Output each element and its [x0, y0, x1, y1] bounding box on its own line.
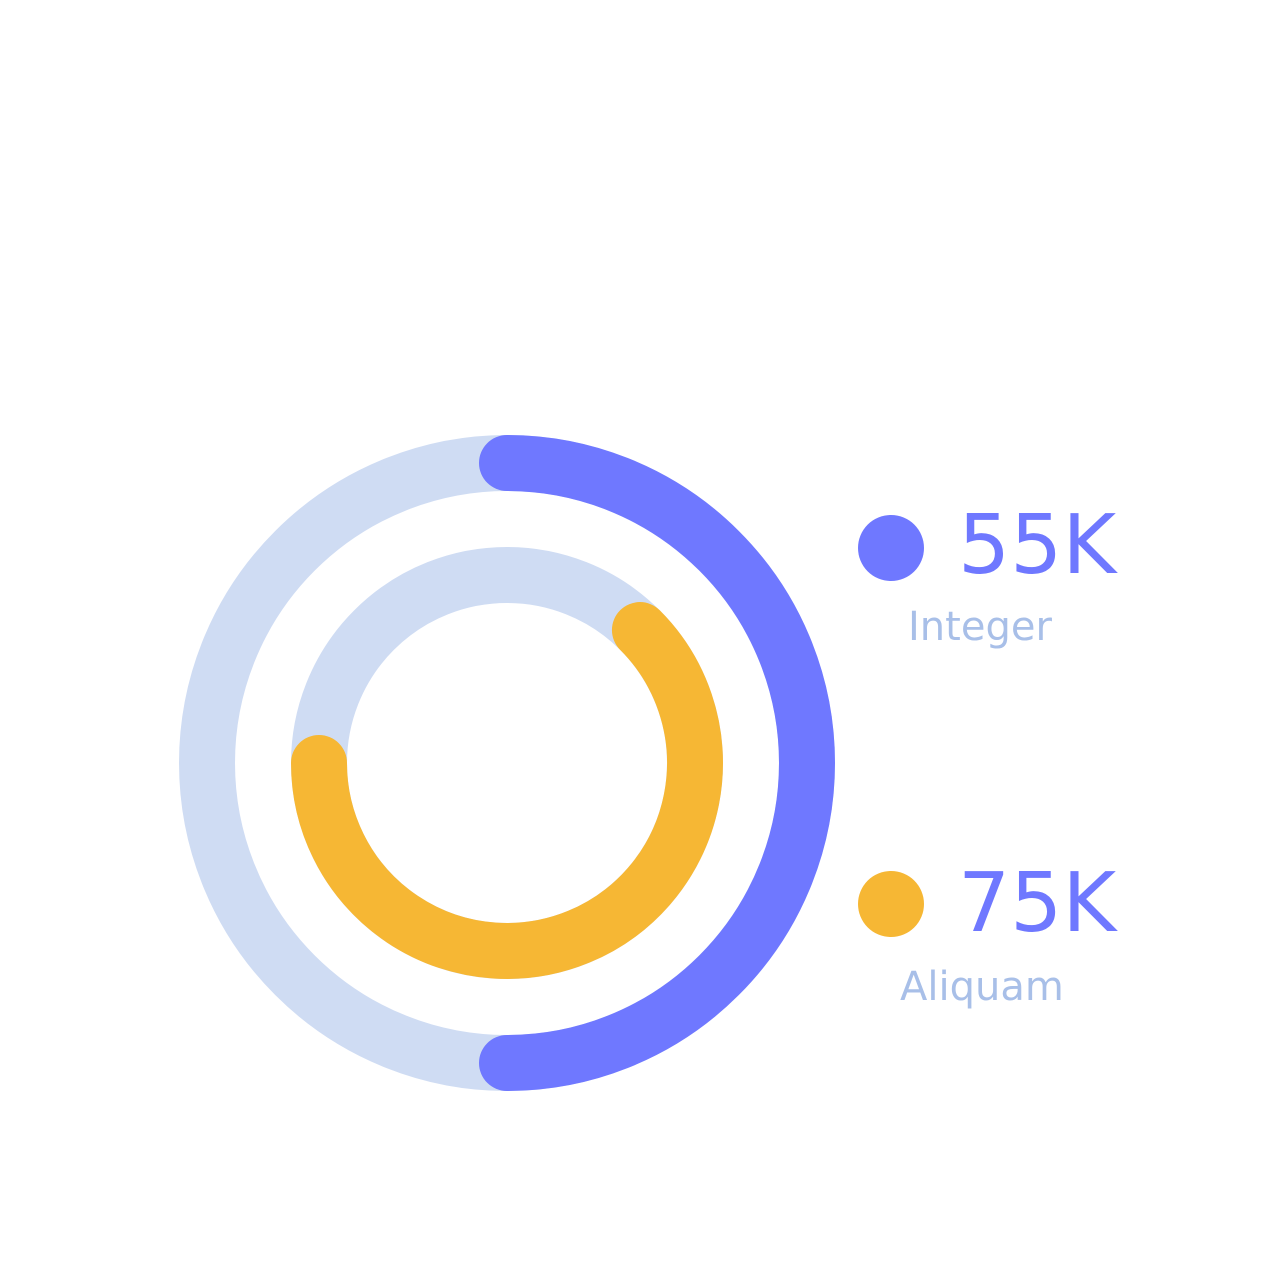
- legend-label-integer: Integer: [908, 604, 1052, 650]
- legend-item-aliquam: 75K Aliquam: [858, 863, 1158, 1023]
- legend-dot-integer: [858, 515, 924, 581]
- legend-value-integer: 55K: [958, 498, 1117, 593]
- legend-value-aliquam: 75K: [958, 856, 1117, 951]
- inner-arc-aliquam: [291, 602, 723, 979]
- outer-arc-integer: [479, 435, 835, 1091]
- legend-item-integer: 55K Integer: [858, 505, 1158, 665]
- legend-dot-aliquam: [858, 871, 924, 937]
- legend-label-aliquam: Aliquam: [900, 964, 1064, 1010]
